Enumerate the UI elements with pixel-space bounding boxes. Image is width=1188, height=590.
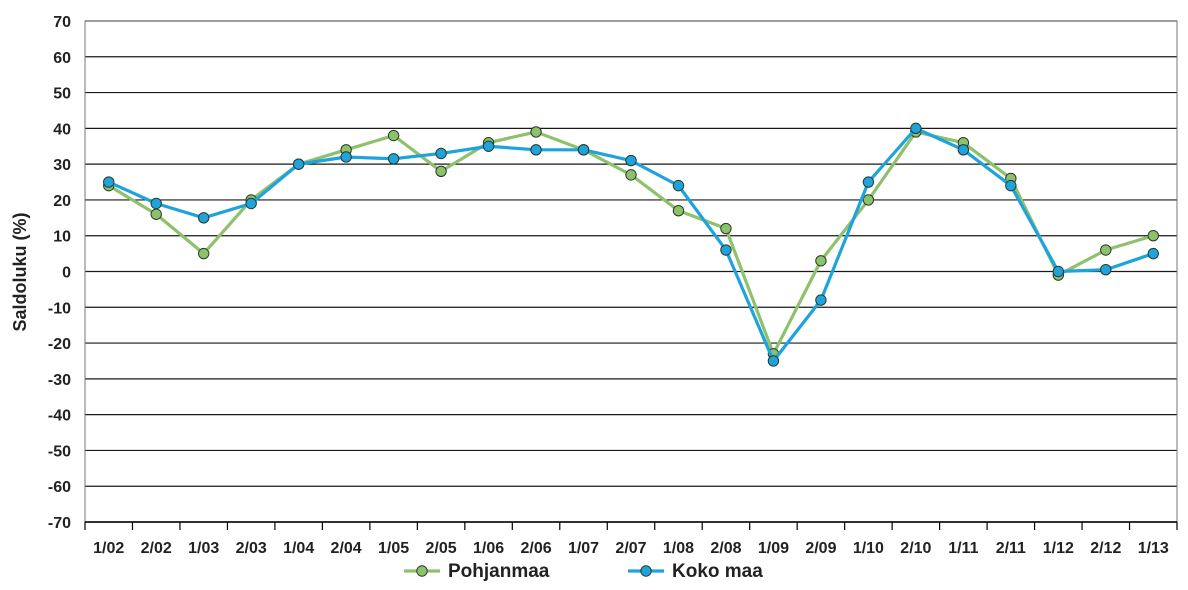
x-tick-label: 2/11 [996, 540, 1026, 557]
data-point [672, 179, 685, 192]
gridlines [84, 20, 1178, 523]
x-tick-label: 1/11 [948, 540, 978, 557]
x-tick-label: 1/09 [758, 540, 789, 557]
data-point [197, 212, 210, 224]
x-tick-label: 1/13 [1138, 540, 1169, 557]
y-axis-title: Saldoluku (%) [10, 212, 30, 331]
y-tick-label: -30 [48, 372, 71, 389]
legend-label: Pohjanmaa [448, 561, 550, 582]
data-point [910, 122, 922, 135]
data-point [862, 194, 875, 206]
x-axis [84, 521, 1178, 530]
data-point [1100, 264, 1112, 276]
x-tick-label: 1/03 [188, 540, 219, 557]
x-tick-label: 2/10 [900, 540, 931, 557]
x-tick-label: 2/07 [615, 540, 646, 557]
x-tick-label: 2/06 [520, 540, 551, 557]
data-point [767, 355, 780, 367]
data-point [435, 165, 447, 178]
legend: Pohjanmaa Koko maa [404, 561, 763, 582]
data-point [720, 222, 732, 235]
data-point [815, 255, 827, 267]
x-tick-label: 2/05 [426, 540, 457, 557]
data-point [530, 126, 542, 138]
y-tick-label: -50 [48, 443, 71, 460]
data-point [1052, 265, 1065, 278]
series-lines [103, 122, 1159, 367]
data-point [625, 154, 637, 167]
y-tick-label: 50 [53, 86, 71, 103]
data-point [1100, 244, 1112, 256]
x-tick-labels: 1/02 2/02 1/03 2/03 1/04 2/04 1/05 2/05 1/06 2/06… [93, 540, 1169, 557]
x-tick-label: 2/04 [331, 540, 362, 557]
x-tick-label: 1/10 [853, 540, 884, 557]
data-point [625, 169, 637, 181]
data-point [150, 208, 162, 220]
data-point [815, 294, 827, 306]
x-tick-label: 2/12 [1090, 540, 1121, 557]
data-point [577, 144, 590, 156]
x-tick-label: 1/07 [568, 540, 599, 557]
x-tick-label: 2/03 [236, 540, 267, 557]
data-point [340, 151, 352, 163]
y-tick-label: 70 [53, 14, 71, 31]
data-point [957, 144, 970, 156]
y-tick-label: 0 [62, 265, 71, 282]
x-tick-label: 1/02 [93, 540, 124, 557]
legend-swatch-marker [416, 565, 428, 577]
data-point [720, 244, 732, 256]
legend-item: Koko maa [628, 561, 763, 582]
data-point [530, 144, 542, 156]
data-point [1147, 230, 1159, 242]
data-point [387, 153, 400, 165]
data-point [1147, 247, 1159, 260]
y-tick-label: 20 [53, 193, 71, 210]
legend-item: Pohjanmaa [404, 561, 550, 582]
y-tick-label: 30 [53, 157, 71, 174]
y-tick-label: 10 [53, 229, 71, 246]
x-tick-label: 1/05 [378, 540, 409, 557]
x-tick-label: 1/04 [283, 540, 314, 557]
data-point [197, 247, 210, 260]
y-tick-label: -70 [48, 515, 71, 532]
data-point [245, 197, 257, 210]
legend-label: Koko maa [672, 561, 763, 582]
y-tick-label: -20 [48, 336, 71, 353]
y-tick-labels: 70 60 50 40 30 20 10 0 -10 -20 -30 -40 -50 -60 -70 [48, 14, 71, 532]
data-point [387, 129, 400, 142]
data-point [482, 140, 495, 152]
y-tick-label: 60 [53, 50, 71, 67]
data-point [862, 176, 875, 188]
data-point [150, 197, 162, 210]
y-tick-label: -10 [48, 300, 71, 317]
x-tick-label: 2/08 [710, 540, 741, 557]
x-tick-label: 1/06 [473, 540, 504, 557]
y-tick-label: -40 [48, 408, 71, 425]
x-tick-label: 2/09 [805, 540, 836, 557]
data-point [435, 147, 447, 160]
data-point [292, 158, 305, 170]
x-tick-label: 1/12 [1043, 540, 1074, 557]
data-point [103, 176, 115, 188]
x-tick-label: 1/08 [663, 540, 694, 557]
series-1 [103, 122, 1159, 367]
y-tick-label: 40 [53, 121, 71, 138]
data-point [1005, 179, 1017, 192]
y-tick-label: -60 [48, 479, 71, 496]
legend-swatch-marker [640, 565, 652, 577]
x-tick-label: 2/02 [141, 540, 172, 557]
data-point [672, 204, 685, 217]
